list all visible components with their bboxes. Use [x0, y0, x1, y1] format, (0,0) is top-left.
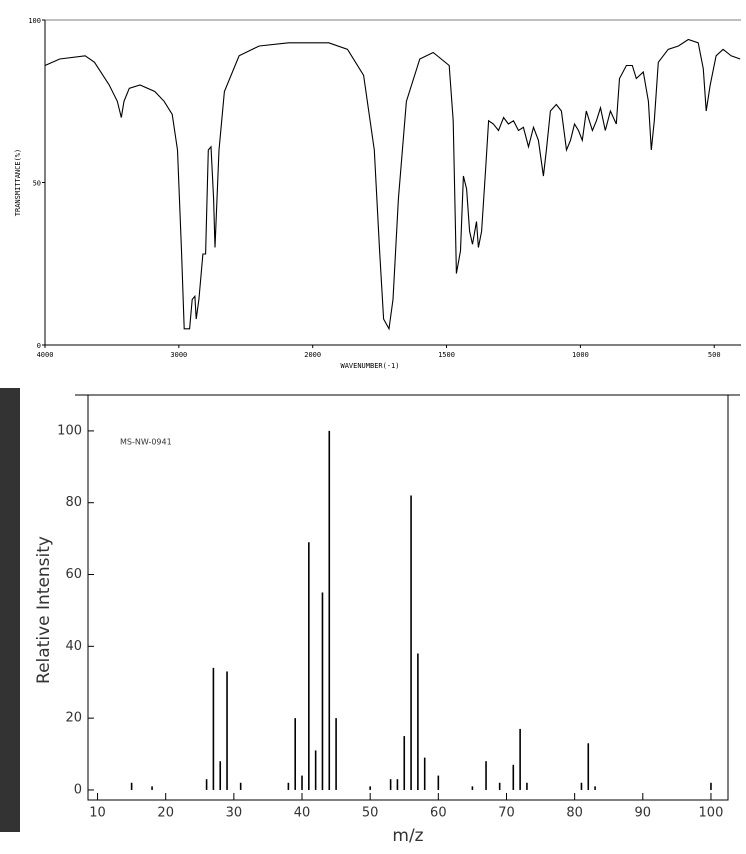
- y-tick-label: 100: [28, 17, 41, 25]
- x-tick-label: 50: [362, 806, 379, 821]
- x-tick-label: 60: [430, 806, 447, 821]
- y-tick-label: 0: [74, 782, 82, 797]
- y-tick-label: 100: [57, 423, 82, 438]
- y-tick-label: 60: [65, 567, 82, 582]
- plot-frame: [87, 394, 729, 801]
- y-axis-label: Relative Intensity: [34, 536, 54, 684]
- x-axis-label: WAVENUMBER(-1): [340, 362, 399, 370]
- x-tick-label: 1000: [572, 351, 589, 359]
- spectrum-line: [44, 38, 741, 331]
- x-tick-label: 100: [699, 806, 724, 821]
- y-tick-label: 20: [65, 711, 82, 726]
- x-tick-label: 70: [498, 806, 515, 821]
- side-panel: [0, 388, 20, 832]
- x-tick-label: 3000: [170, 351, 187, 359]
- y-tick-label: 0: [37, 342, 41, 350]
- x-tick-label: 40: [294, 806, 311, 821]
- y-axis-label: TRANSMITTANCE(%): [14, 149, 22, 216]
- x-tick-label: 30: [226, 806, 243, 821]
- y-tick-label: 40: [65, 639, 82, 654]
- y-tick-label: 80: [65, 495, 82, 510]
- ms-chart: 0 20 40 60 80 100 10 20 30 40 50 60 70 80 90 100 MS-NW-0…: [34, 394, 740, 846]
- x-tick-label: 20: [157, 806, 174, 821]
- x-tick-label: 500: [708, 351, 721, 359]
- x-tick-label: 2000: [304, 351, 321, 359]
- x-tick-label: 80: [566, 806, 583, 821]
- x-axis-label: m/z: [392, 826, 423, 846]
- ir-chart: 0 50 100 4000 3000 2000 1500 1000 500 WAVENUMBER(…: [14, 17, 741, 370]
- annotation: MS-NW-0941: [120, 438, 172, 447]
- x-tick-label: 1500: [438, 351, 455, 359]
- y-tick-label: 50: [33, 180, 41, 188]
- x-tick-label: 10: [89, 806, 106, 821]
- x-tick-label: 4000: [37, 351, 54, 359]
- x-tick-label: 90: [635, 806, 652, 821]
